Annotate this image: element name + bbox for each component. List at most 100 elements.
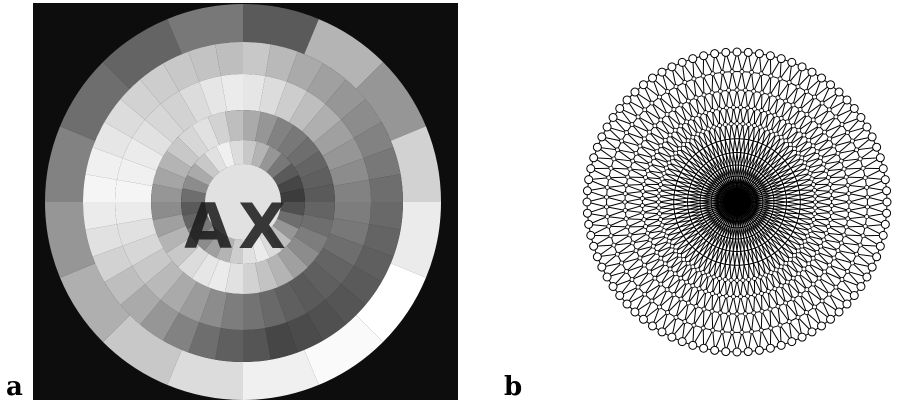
mesh-edge xyxy=(829,218,848,221)
mesh-interior-node xyxy=(841,166,847,172)
mesh-edge xyxy=(719,125,726,140)
mesh-edge xyxy=(754,143,763,157)
polar-sector xyxy=(83,174,117,202)
mesh-interior-node xyxy=(811,182,816,187)
mesh-interior-node xyxy=(810,281,816,287)
mesh-edge xyxy=(747,248,752,251)
mesh-interior-node xyxy=(816,123,822,129)
mesh-edge xyxy=(806,102,823,115)
mesh-edge xyxy=(626,264,645,272)
mesh-node xyxy=(638,80,648,90)
mesh-edge xyxy=(651,102,662,121)
mesh-edge xyxy=(817,145,835,153)
mesh-edge xyxy=(729,264,732,281)
mesh-edge xyxy=(722,215,729,224)
mesh-edge xyxy=(732,280,738,297)
mesh-edge xyxy=(794,134,805,149)
mesh-edge xyxy=(740,296,746,314)
polar-sector xyxy=(363,224,401,257)
mesh-edge xyxy=(770,165,774,169)
mesh-edge xyxy=(812,283,830,295)
mesh-interior-node xyxy=(611,156,617,162)
mesh-edge xyxy=(610,234,630,237)
mesh-node xyxy=(817,321,826,331)
mesh-interior-node xyxy=(746,277,752,282)
mesh-edge xyxy=(781,246,791,260)
mesh-interior-node xyxy=(758,327,764,333)
mesh-edge xyxy=(767,240,779,251)
mesh-edge xyxy=(693,306,697,326)
mesh-edge xyxy=(829,132,848,140)
mesh-edge xyxy=(650,235,667,241)
mesh-edge xyxy=(847,216,867,220)
polar-sector xyxy=(272,163,299,186)
mesh-interior-node xyxy=(752,292,758,298)
panel-a-polar-image: AX xyxy=(33,3,458,400)
mesh-edge xyxy=(743,124,750,140)
polar-center-disc xyxy=(205,164,281,240)
mesh-edge xyxy=(680,104,688,122)
mesh-edge xyxy=(787,239,799,252)
mesh-edge xyxy=(745,200,754,203)
mesh-edge xyxy=(775,229,779,234)
mesh-edge xyxy=(669,134,684,145)
mesh-edge xyxy=(677,216,690,224)
mesh-edge xyxy=(754,155,759,158)
mesh-interior-node xyxy=(624,130,629,135)
mesh-interior-node xyxy=(710,291,715,296)
mesh-edge xyxy=(752,204,763,209)
mesh-edge xyxy=(848,186,867,195)
mesh-edge xyxy=(760,165,771,175)
mesh-node xyxy=(657,327,667,337)
mesh-interior-node xyxy=(777,322,783,328)
mesh-edge xyxy=(736,123,740,139)
mesh-edge xyxy=(715,246,720,249)
mesh-edge xyxy=(829,124,843,140)
mesh-edge xyxy=(683,226,695,237)
mesh-edge xyxy=(647,170,665,174)
mesh-interior-node xyxy=(822,269,828,275)
mesh-node xyxy=(630,87,640,97)
mesh-edge xyxy=(777,153,783,158)
mesh-node xyxy=(677,57,687,67)
mesh-interior-node xyxy=(835,150,841,156)
mesh-edge xyxy=(673,201,688,205)
mesh-edge xyxy=(808,263,820,279)
mesh-edge xyxy=(698,114,709,130)
mesh-edge xyxy=(772,156,783,169)
mesh-edge xyxy=(772,232,777,236)
polar-sector xyxy=(229,140,243,165)
mesh-interior-node xyxy=(783,300,789,306)
mesh-edge xyxy=(718,236,726,249)
mesh-edge xyxy=(770,115,776,132)
mesh-edge xyxy=(647,170,663,180)
mesh-edge xyxy=(749,211,758,219)
mesh-edge xyxy=(782,176,796,185)
mesh-edge xyxy=(732,107,738,124)
polar-sector xyxy=(181,188,206,202)
mesh-edge xyxy=(786,282,794,300)
mesh-edge xyxy=(692,269,699,286)
mesh-edge xyxy=(823,152,839,165)
mesh-edge xyxy=(833,140,853,147)
mesh-interior-node xyxy=(752,106,758,112)
mesh-edge xyxy=(705,240,710,244)
mesh-node xyxy=(834,87,844,97)
mesh-interior-node xyxy=(625,224,631,230)
mesh-edge xyxy=(686,269,699,283)
mesh-edge xyxy=(781,242,786,248)
mesh-interior-node xyxy=(821,237,827,243)
mesh-interior-node xyxy=(647,237,653,243)
mesh-edge xyxy=(675,180,678,186)
mesh-edge xyxy=(826,160,842,172)
mesh-edge xyxy=(660,145,676,154)
mesh-edge xyxy=(764,160,769,164)
mesh-edge xyxy=(610,226,628,237)
mesh-interior-node xyxy=(845,216,851,222)
mesh-edge xyxy=(843,234,861,246)
polar-sector xyxy=(122,138,164,171)
mesh-edge xyxy=(799,96,815,110)
mesh-edge xyxy=(673,109,682,127)
mesh-interior-node xyxy=(678,275,684,281)
mesh-edge xyxy=(689,186,702,193)
